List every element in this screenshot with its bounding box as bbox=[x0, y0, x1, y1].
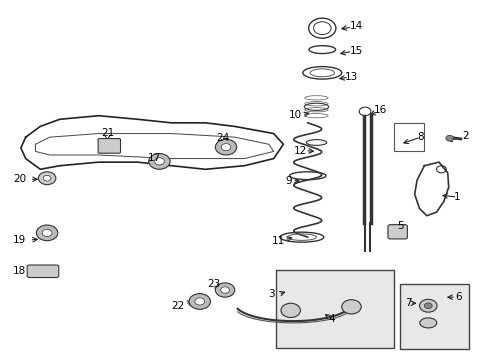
Text: 19: 19 bbox=[13, 235, 26, 245]
Circle shape bbox=[43, 175, 51, 181]
Text: 9: 9 bbox=[285, 176, 291, 186]
FancyBboxPatch shape bbox=[98, 139, 120, 153]
Text: 4: 4 bbox=[328, 314, 335, 324]
Circle shape bbox=[42, 229, 52, 237]
Text: 6: 6 bbox=[454, 292, 461, 302]
Circle shape bbox=[221, 144, 230, 151]
Text: 23: 23 bbox=[207, 279, 221, 289]
Text: 10: 10 bbox=[288, 110, 301, 120]
Circle shape bbox=[36, 225, 58, 241]
FancyBboxPatch shape bbox=[387, 225, 407, 239]
Text: 2: 2 bbox=[462, 131, 468, 141]
Text: 7: 7 bbox=[405, 298, 411, 308]
Circle shape bbox=[215, 139, 236, 155]
Circle shape bbox=[281, 303, 300, 318]
Text: 3: 3 bbox=[267, 289, 274, 299]
Text: 16: 16 bbox=[373, 105, 386, 115]
Text: 8: 8 bbox=[416, 132, 423, 142]
Bar bbox=[393, 123, 424, 152]
Text: 20: 20 bbox=[13, 174, 26, 184]
Text: 14: 14 bbox=[349, 21, 362, 31]
Circle shape bbox=[424, 303, 431, 309]
Text: 1: 1 bbox=[453, 192, 460, 202]
Text: 15: 15 bbox=[349, 46, 362, 56]
Text: 24: 24 bbox=[216, 133, 229, 143]
Text: 5: 5 bbox=[396, 221, 403, 231]
Text: 12: 12 bbox=[293, 146, 306, 156]
Text: 13: 13 bbox=[344, 72, 357, 82]
Circle shape bbox=[445, 135, 453, 141]
Text: 11: 11 bbox=[271, 237, 285, 247]
Circle shape bbox=[215, 283, 234, 297]
Circle shape bbox=[148, 154, 170, 169]
Circle shape bbox=[154, 158, 164, 165]
Text: 22: 22 bbox=[170, 301, 183, 311]
Circle shape bbox=[189, 294, 210, 309]
Text: 21: 21 bbox=[101, 128, 114, 138]
FancyBboxPatch shape bbox=[27, 265, 59, 278]
Circle shape bbox=[195, 298, 204, 305]
Bar bbox=[276, 270, 393, 348]
Ellipse shape bbox=[419, 318, 436, 328]
Text: 18: 18 bbox=[13, 266, 26, 276]
Circle shape bbox=[419, 299, 436, 312]
Text: 17: 17 bbox=[148, 153, 161, 163]
Circle shape bbox=[38, 172, 56, 185]
Circle shape bbox=[341, 300, 361, 314]
Circle shape bbox=[220, 287, 229, 293]
Bar bbox=[399, 284, 468, 348]
